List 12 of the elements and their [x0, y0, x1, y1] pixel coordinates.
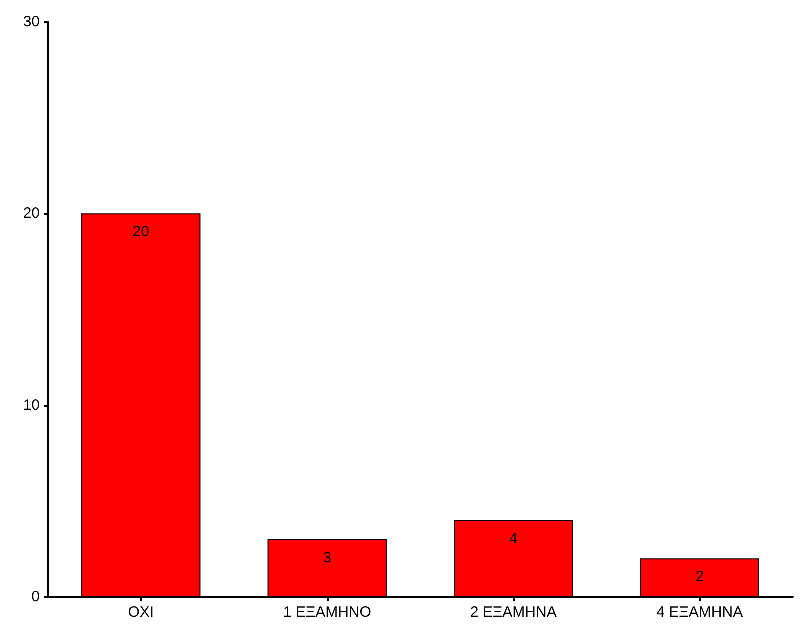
- y-tick-label: 20: [23, 205, 40, 222]
- y-tick-label: 10: [23, 396, 40, 414]
- x-tick-label: ΟΧΙ: [128, 604, 154, 621]
- data-label: 3: [323, 550, 332, 566]
- data-label: 20: [132, 224, 150, 241]
- data-label: 2: [696, 568, 704, 586]
- x-tick-label: 4 ΕΞΑΜΗΝΑ: [656, 604, 744, 621]
- data-label: 4: [509, 530, 518, 548]
- y-tick-label: 0: [32, 588, 40, 606]
- x-tick-label: 1 ΕΞΑΜΗΝΟ: [283, 604, 372, 621]
- x-tick-label: 2 ΕΞΑΜΗΝΑ: [470, 604, 557, 621]
- y-tick-label: 30: [23, 14, 40, 30]
